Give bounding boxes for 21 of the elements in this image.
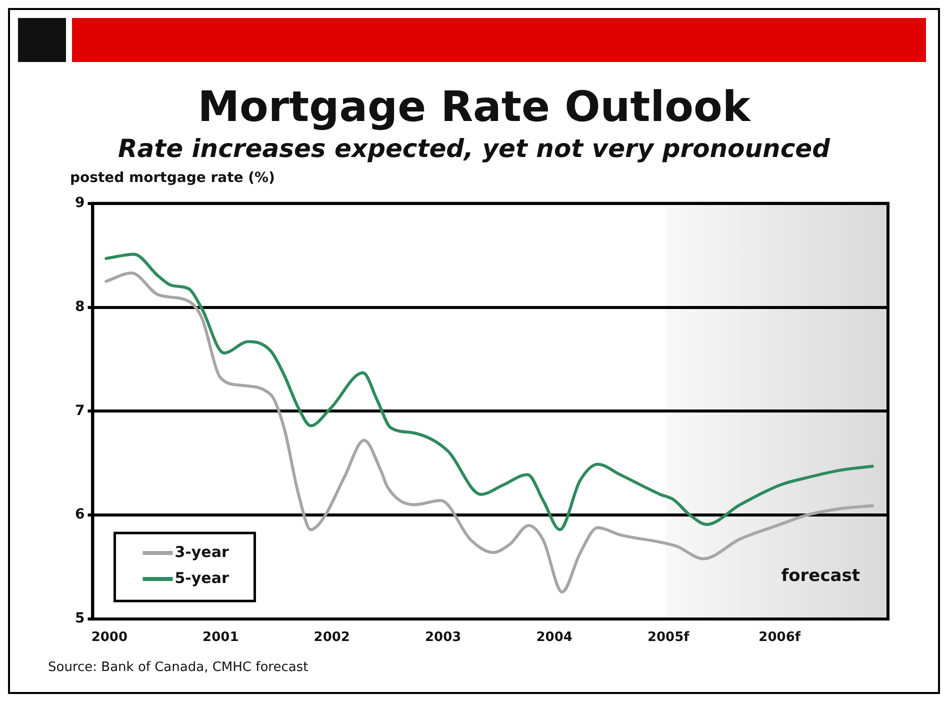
line-series	[104, 272, 874, 594]
line-series	[104, 252, 874, 532]
source-note: Source: Bank of Canada, CMHC forecast	[48, 660, 308, 675]
x-tick-label: 2005f	[647, 630, 690, 645]
x-tick-label: 2003	[425, 630, 462, 645]
chart-subtitle: Rate increases expected, yet not very pronounced	[117, 134, 832, 163]
y-tick-label: 5	[74, 610, 85, 627]
x-tick-label: 2001	[202, 630, 239, 645]
y-tick-label: 6	[74, 506, 85, 523]
chart-title: Mortgage Rate Outlook	[196, 82, 752, 131]
legend-label: 3-year	[174, 542, 230, 561]
x-tick-label: 2002	[314, 630, 350, 645]
x-tick-label: 2006f	[758, 630, 801, 645]
y-axis-title: posted mortgage rate (%)	[70, 170, 275, 186]
x-tick-label: 2004	[536, 630, 572, 645]
y-tick-label: 9	[74, 195, 85, 212]
band-label: forecast	[781, 566, 860, 586]
y-tick-label: 7	[74, 402, 85, 419]
y-tick-label: 8	[74, 298, 85, 315]
x-tick-label: 2000	[91, 630, 128, 645]
legend-label: 5-year	[174, 568, 230, 587]
